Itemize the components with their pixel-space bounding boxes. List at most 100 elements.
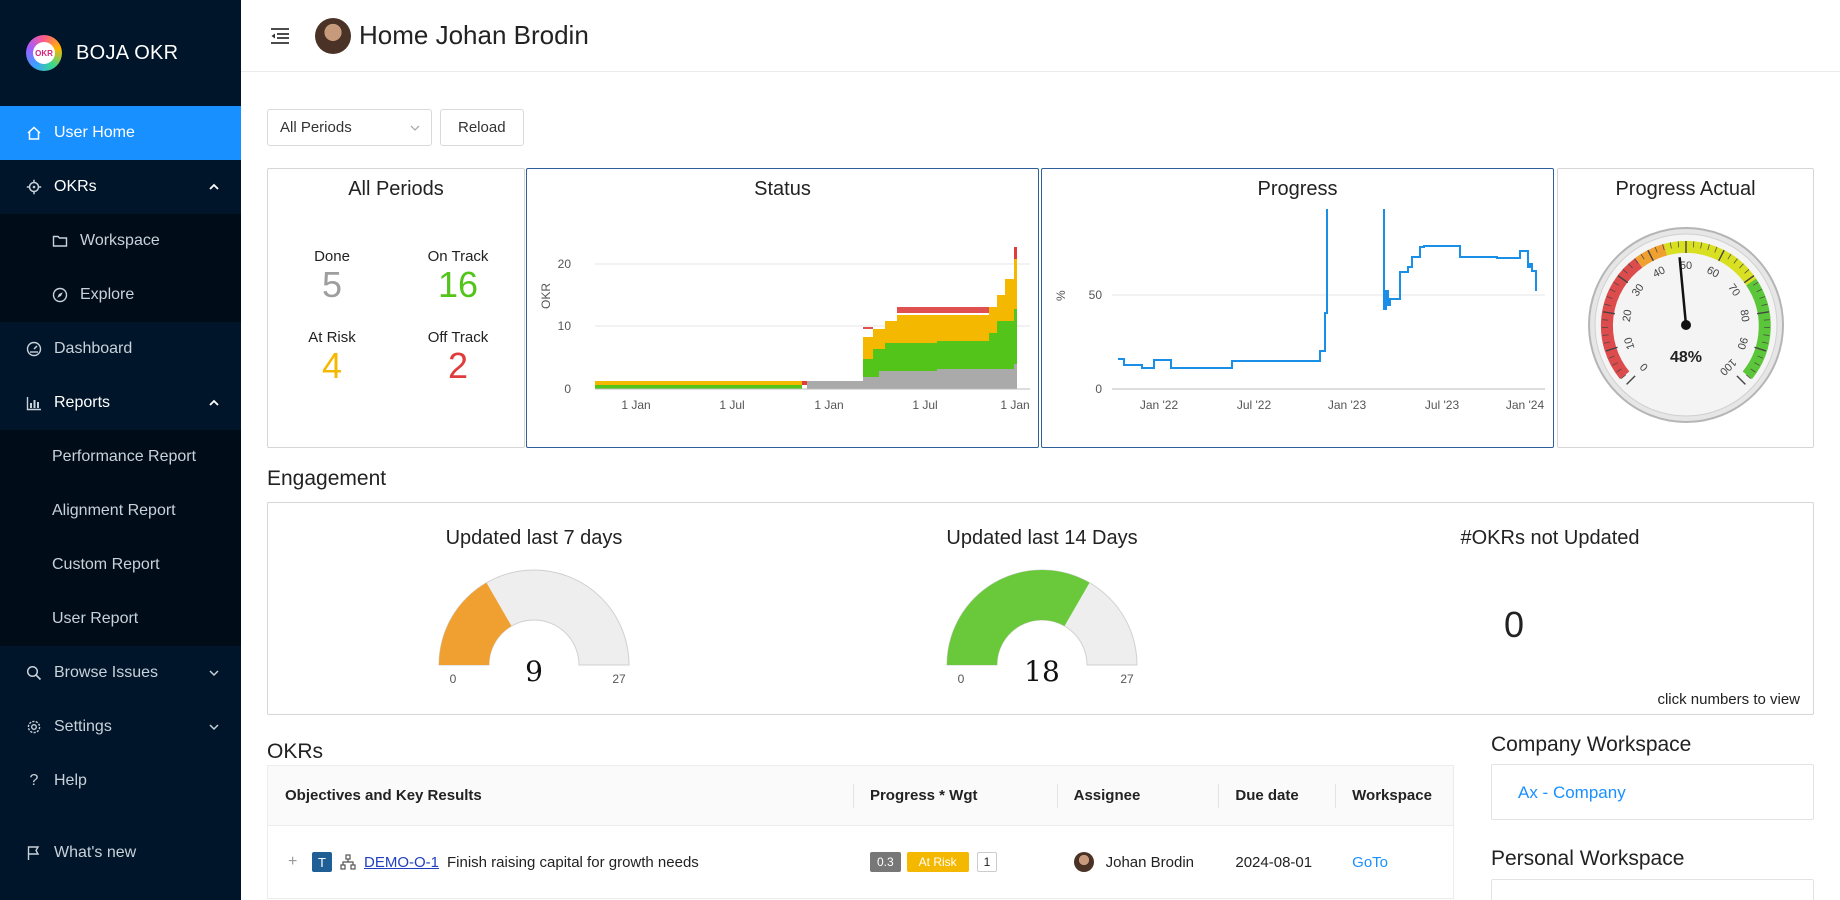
status-xtick: 1 Jan	[814, 398, 843, 412]
avatar	[1073, 852, 1094, 872]
sidebar-item-help[interactable]: ? Help	[0, 754, 241, 808]
goto-workspace-link[interactable]: GoTo	[1352, 853, 1389, 871]
gauge-max: 27	[612, 672, 626, 686]
target-icon	[26, 179, 42, 195]
flag-icon	[26, 845, 42, 861]
kpi-done[interactable]: Done 5	[272, 248, 392, 305]
gauge-tick	[1609, 288, 1616, 293]
reload-button[interactable]: Reload	[440, 109, 524, 146]
col-objectives[interactable]: Objectives and Key Results	[285, 787, 482, 804]
expand-icon[interactable]: +	[288, 853, 298, 870]
kpi-on-track-value[interactable]: 16	[437, 264, 479, 305]
gauge-tick	[1752, 281, 1759, 286]
gauge-tick	[1736, 375, 1746, 385]
period-select[interactable]: All Periods	[267, 109, 432, 146]
brand[interactable]: OKR BOJA OKR	[0, 0, 241, 106]
table-header: Objectives and Key Results Progress * Wg…	[268, 766, 1453, 826]
sidebar-item-user-report[interactable]: User Report	[52, 610, 139, 627]
progress-xtick: Jan '22	[1140, 398, 1179, 412]
engagement-7-days-gauge[interactable]: 0 27 9	[429, 560, 639, 690]
gauge-tick	[1654, 246, 1658, 253]
table-row: + T DEMO-O-1 Finish raising capital for …	[268, 826, 1453, 898]
dashboard-icon	[26, 341, 42, 357]
status-chart-panel: Status 30 20 10 0 OKR 1 Jan	[526, 168, 1039, 448]
engagement-14-days-value[interactable]: 18	[1024, 655, 1060, 688]
sidebar-item-settings[interactable]: Settings	[0, 700, 241, 754]
gauge-tick	[1714, 246, 1718, 253]
progress-value-badge: 0.3	[869, 852, 901, 872]
hierarchy-icon[interactable]	[340, 854, 356, 870]
sidebar-item-performance-report[interactable]: Performance Report	[52, 448, 197, 465]
gauge-tick	[1727, 253, 1732, 260]
gauge-tick	[1640, 253, 1645, 260]
sidebar-item-whats-new[interactable]: What's new	[0, 826, 241, 880]
gauge-tick	[1616, 368, 1622, 373]
sidebar-item-reports[interactable]: Reports	[0, 376, 241, 430]
gauge-tick	[1608, 355, 1615, 359]
kpi-off-track-value[interactable]: 2	[447, 345, 469, 386]
company-workspace-link[interactable]: Ax - Company	[1518, 783, 1626, 802]
sidebar: OKR BOJA OKR User Home OKRs Workspace	[0, 0, 241, 900]
gauge-tick	[1761, 303, 1768, 306]
due-date: 2024-08-01	[1235, 853, 1313, 871]
gauge-tick	[1662, 244, 1665, 251]
gauge-tick-label: 20	[1621, 309, 1635, 323]
avatar[interactable]	[315, 17, 351, 54]
status-series-on-track	[595, 309, 1017, 389]
compass-icon	[52, 287, 68, 303]
sidebar-item-browse-issues[interactable]: Browse Issues	[0, 646, 241, 700]
toolbar: All Periods Reload	[267, 109, 524, 146]
col-workspace[interactable]: Workspace	[1335, 766, 1453, 825]
kpi-at-risk[interactable]: At Risk 4	[272, 329, 392, 386]
gauge-tick	[1602, 334, 1609, 336]
gauge-tick	[1733, 258, 1738, 264]
chevron-up-icon	[209, 399, 219, 406]
gauge-tick	[1744, 269, 1750, 274]
col-assignee[interactable]: Assignee	[1056, 766, 1219, 825]
gauge-tick	[1669, 242, 1672, 249]
gauge-tick	[1754, 346, 1767, 352]
sidebar-item-user-home[interactable]: User Home	[0, 106, 241, 160]
okrs-submenu: Workspace Explore	[0, 214, 241, 322]
brand-title: BOJA OKR	[76, 41, 179, 64]
gauge-tick	[1756, 288, 1763, 293]
type-badge: T	[312, 852, 332, 872]
progress-chart: 100 50 0 % Jan '22 Jul '22 Jan '23 Jul '…	[1054, 209, 1545, 412]
okrs-table: Objectives and Key Results Progress * Wg…	[267, 765, 1454, 899]
kpi-on-track[interactable]: On Track 16	[398, 248, 518, 305]
progress-xtick: Jan '24	[1506, 398, 1545, 412]
company-workspace-title: Company Workspace	[1491, 733, 1692, 756]
gauge-tick	[1622, 269, 1628, 274]
kpi-off-track[interactable]: Off Track 2	[398, 329, 518, 386]
progress-actual-title: Progress Actual	[1615, 178, 1756, 200]
sidebar-item-explore[interactable]: Explore	[0, 268, 241, 322]
gauge-tick	[1602, 311, 1615, 315]
sidebar-item-alignment-report[interactable]: Alignment Report	[52, 502, 176, 519]
col-due-date[interactable]: Due date	[1218, 766, 1335, 825]
engagement-not-updated-value[interactable]: 0	[1504, 604, 1525, 645]
engagement-14-days-gauge[interactable]: 0 27 18	[937, 560, 1147, 690]
gauge-tick-label: 80	[1737, 309, 1751, 323]
status-xtick: 1 Jan	[621, 398, 650, 412]
gauge-tick	[1612, 362, 1618, 366]
okr-key-link[interactable]: DEMO-O-1	[364, 853, 439, 871]
status-badge: At Risk	[906, 852, 969, 872]
gauge-tick	[1745, 374, 1751, 379]
okrs-title: OKRs	[267, 740, 324, 763]
bar-chart-icon	[26, 395, 42, 411]
sidebar-item-workspace[interactable]: Workspace	[0, 214, 241, 268]
sidebar-item-okrs[interactable]: OKRs	[0, 160, 241, 214]
kpi-done-value[interactable]: 5	[321, 264, 343, 305]
menu-fold-icon[interactable]	[269, 25, 291, 47]
personal-workspace-title: Personal Workspace	[1491, 847, 1685, 870]
engagement-7-days-value[interactable]: 9	[525, 655, 543, 688]
kpi-at-risk-value[interactable]: 4	[321, 345, 343, 386]
gauge-tick	[1754, 362, 1760, 366]
progress-xtick: Jan '23	[1328, 398, 1367, 412]
sidebar-item-custom-report[interactable]: Custom Report	[52, 556, 160, 573]
gauge-tick-label: 10	[1622, 336, 1637, 351]
status-ytick: 0	[564, 382, 571, 396]
engagement-not-updated: #OKRs not Updated	[1284, 527, 1816, 550]
sidebar-item-dashboard[interactable]: Dashboard	[0, 322, 241, 376]
col-progress[interactable]: Progress * Wgt	[852, 766, 1057, 825]
